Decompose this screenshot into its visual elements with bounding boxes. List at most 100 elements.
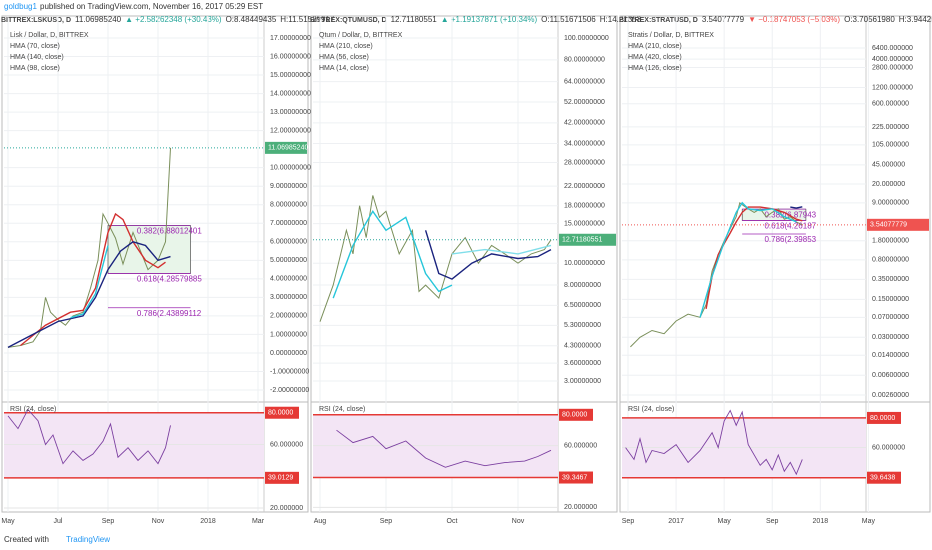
y-tick-label: 0.35000000 <box>872 276 909 283</box>
y-tick-label: 4000.000000 <box>872 56 913 63</box>
rsi-title: RSI (24, close) <box>319 406 365 413</box>
y-tick-label: 6.00000000 <box>270 239 307 246</box>
y-tick-label: 14.00000000 <box>270 90 311 97</box>
footer-created: Created with <box>4 535 49 544</box>
y-tick-label: 1.80000000 <box>872 238 909 245</box>
panel: BITTREX:QTUMUSD, D 12.71180551 ▲ +1.191378… <box>310 15 642 525</box>
price-line <box>630 201 803 348</box>
ticker-open: O:3.70561980 <box>844 15 895 24</box>
fib-label: 0.786(2.39853 <box>764 235 816 244</box>
rsi-tick-label: 60.000000 <box>270 441 303 448</box>
y-tick-label: 1.00000000 <box>270 331 307 338</box>
hma-line <box>790 206 803 209</box>
author[interactable]: goldbug1 <box>4 2 37 11</box>
rsi-level-box <box>867 411 901 424</box>
y-tick-label: 100.00000000 <box>564 35 609 42</box>
ticker-last: 12.71180551 <box>391 15 438 24</box>
y-tick-label: 3.00000000 <box>564 378 601 385</box>
hma-line <box>20 212 166 347</box>
y-tick-label: 2.00000000 <box>270 313 307 320</box>
y-tick-label: 600.000000 <box>872 101 909 108</box>
price-line <box>7 147 171 348</box>
chart-title: Stratis / Dollar, D, BITTREX <box>628 32 714 39</box>
legend-entry: HMA (126, close) <box>628 65 682 72</box>
y-tick-label: 0.15000000 <box>872 296 909 303</box>
x-tick-label: Sep <box>102 518 115 525</box>
rsi-level-label: 39.0129 <box>268 475 293 482</box>
y-tick-label: 0.07000000 <box>872 314 909 321</box>
fib-label: 0.786(2.43899112 <box>137 309 202 318</box>
y-tick-label: 1200.000000 <box>872 84 913 91</box>
y-tick-label: 5.00000000 <box>270 257 307 264</box>
y-tick-label: 15.00000000 <box>270 72 311 79</box>
x-tick-label: Oct <box>447 518 458 525</box>
rsi-tick-label: 60.000000 <box>872 444 905 451</box>
symbol: BITTREX:QTUMUSD, D <box>310 17 387 24</box>
y-tick-label: 22.00000000 <box>564 183 605 190</box>
footer-brand[interactable]: TradingView <box>66 535 110 544</box>
legend-entry: HMA (210, close) <box>628 43 682 50</box>
last-price-label: 3.54077779 <box>870 222 907 229</box>
y-tick-label: 17.00000000 <box>270 35 311 42</box>
last-price-box <box>559 233 616 246</box>
legend-entry: HMA (56, close) <box>319 54 369 61</box>
last-price-box <box>867 218 929 231</box>
fib-label: 0.382(6.88012401 <box>137 227 203 236</box>
y-tick-label: 4.00000000 <box>270 276 307 283</box>
y-tick-label: 45.000000 <box>872 162 905 169</box>
y-tick-label: 18.00000000 <box>564 203 605 210</box>
symbol: BITTREX:LSKUSD, D <box>1 17 71 24</box>
ticker-last: 3.54077779 <box>702 15 745 24</box>
y-tick-label: 16.00000000 <box>270 53 311 60</box>
ticker-change: ▲ +2.58262348 (+30.43%) <box>125 15 222 24</box>
ticker-open: O:11.51671506 <box>541 15 596 24</box>
y-tick-label: 0.00000000 <box>270 350 307 357</box>
y-tick-label: 64.00000000 <box>564 79 605 86</box>
y-tick-label: 0.00260000 <box>872 392 909 399</box>
hma-line <box>332 209 453 299</box>
rsi-tick-label: 20.000000 <box>564 504 597 511</box>
x-tick-label: 2018 <box>200 518 216 525</box>
y-tick-label: 8.00000000 <box>564 282 601 289</box>
publish-info: published on TradingView.com, November 1… <box>40 2 263 11</box>
rsi-level-box <box>265 471 299 484</box>
y-tick-label: 105.000000 <box>872 142 909 149</box>
y-tick-label: 28.00000000 <box>564 159 605 166</box>
panel-frame <box>1 15 309 513</box>
fib-label: 0.618(4.26187 <box>764 222 816 231</box>
x-tick-label: May <box>718 518 732 525</box>
legend-entry: HMA (14, close) <box>319 65 369 72</box>
rsi-line <box>7 408 171 465</box>
hma-line <box>705 206 803 310</box>
ticker-high: H:11.51529917 <box>280 15 335 24</box>
y-tick-label: 15.00000000 <box>564 220 605 227</box>
y-tick-label: 8.00000000 <box>270 202 307 209</box>
rsi-level-label: 80.0000 <box>870 415 895 422</box>
x-tick-label: May <box>1 518 15 525</box>
y-tick-label: -1.00000000 <box>270 368 309 375</box>
legend-entry: HMA (98, close) <box>10 65 60 72</box>
y-tick-label: 13.00000000 <box>270 109 311 116</box>
legend-entry: HMA (210, close) <box>319 43 373 50</box>
y-tick-label: 0.00600000 <box>872 372 909 379</box>
legend-entry: HMA (420, close) <box>628 54 682 61</box>
y-tick-label: 34.00000000 <box>564 140 605 147</box>
rsi-level-box <box>265 406 299 419</box>
y-tick-label: 4.30000000 <box>564 343 601 350</box>
ticker-high: H:14.21353 <box>600 15 642 24</box>
y-tick-label: 20.000000 <box>872 181 905 188</box>
ticker-change: ▼ −0.18747053 (−5.03%) <box>748 15 840 24</box>
y-tick-label: 6.50000000 <box>564 302 601 309</box>
x-tick-label: Sep <box>766 518 779 525</box>
rsi-title: RSI (24, close) <box>10 406 56 413</box>
y-tick-label: -2.00000000 <box>270 387 309 394</box>
y-tick-label: 0.80000000 <box>872 257 909 264</box>
x-tick-label: 2018 <box>813 518 829 525</box>
fib-label: 0.618(4.28579885 <box>137 275 203 284</box>
rsi-level-box <box>559 471 593 484</box>
y-tick-label: 6400.000000 <box>872 45 913 52</box>
y-tick-label: 9.00000000 <box>872 200 909 207</box>
y-tick-label: 9.00000000 <box>270 183 307 190</box>
y-tick-label: 10.00000000 <box>270 165 311 172</box>
